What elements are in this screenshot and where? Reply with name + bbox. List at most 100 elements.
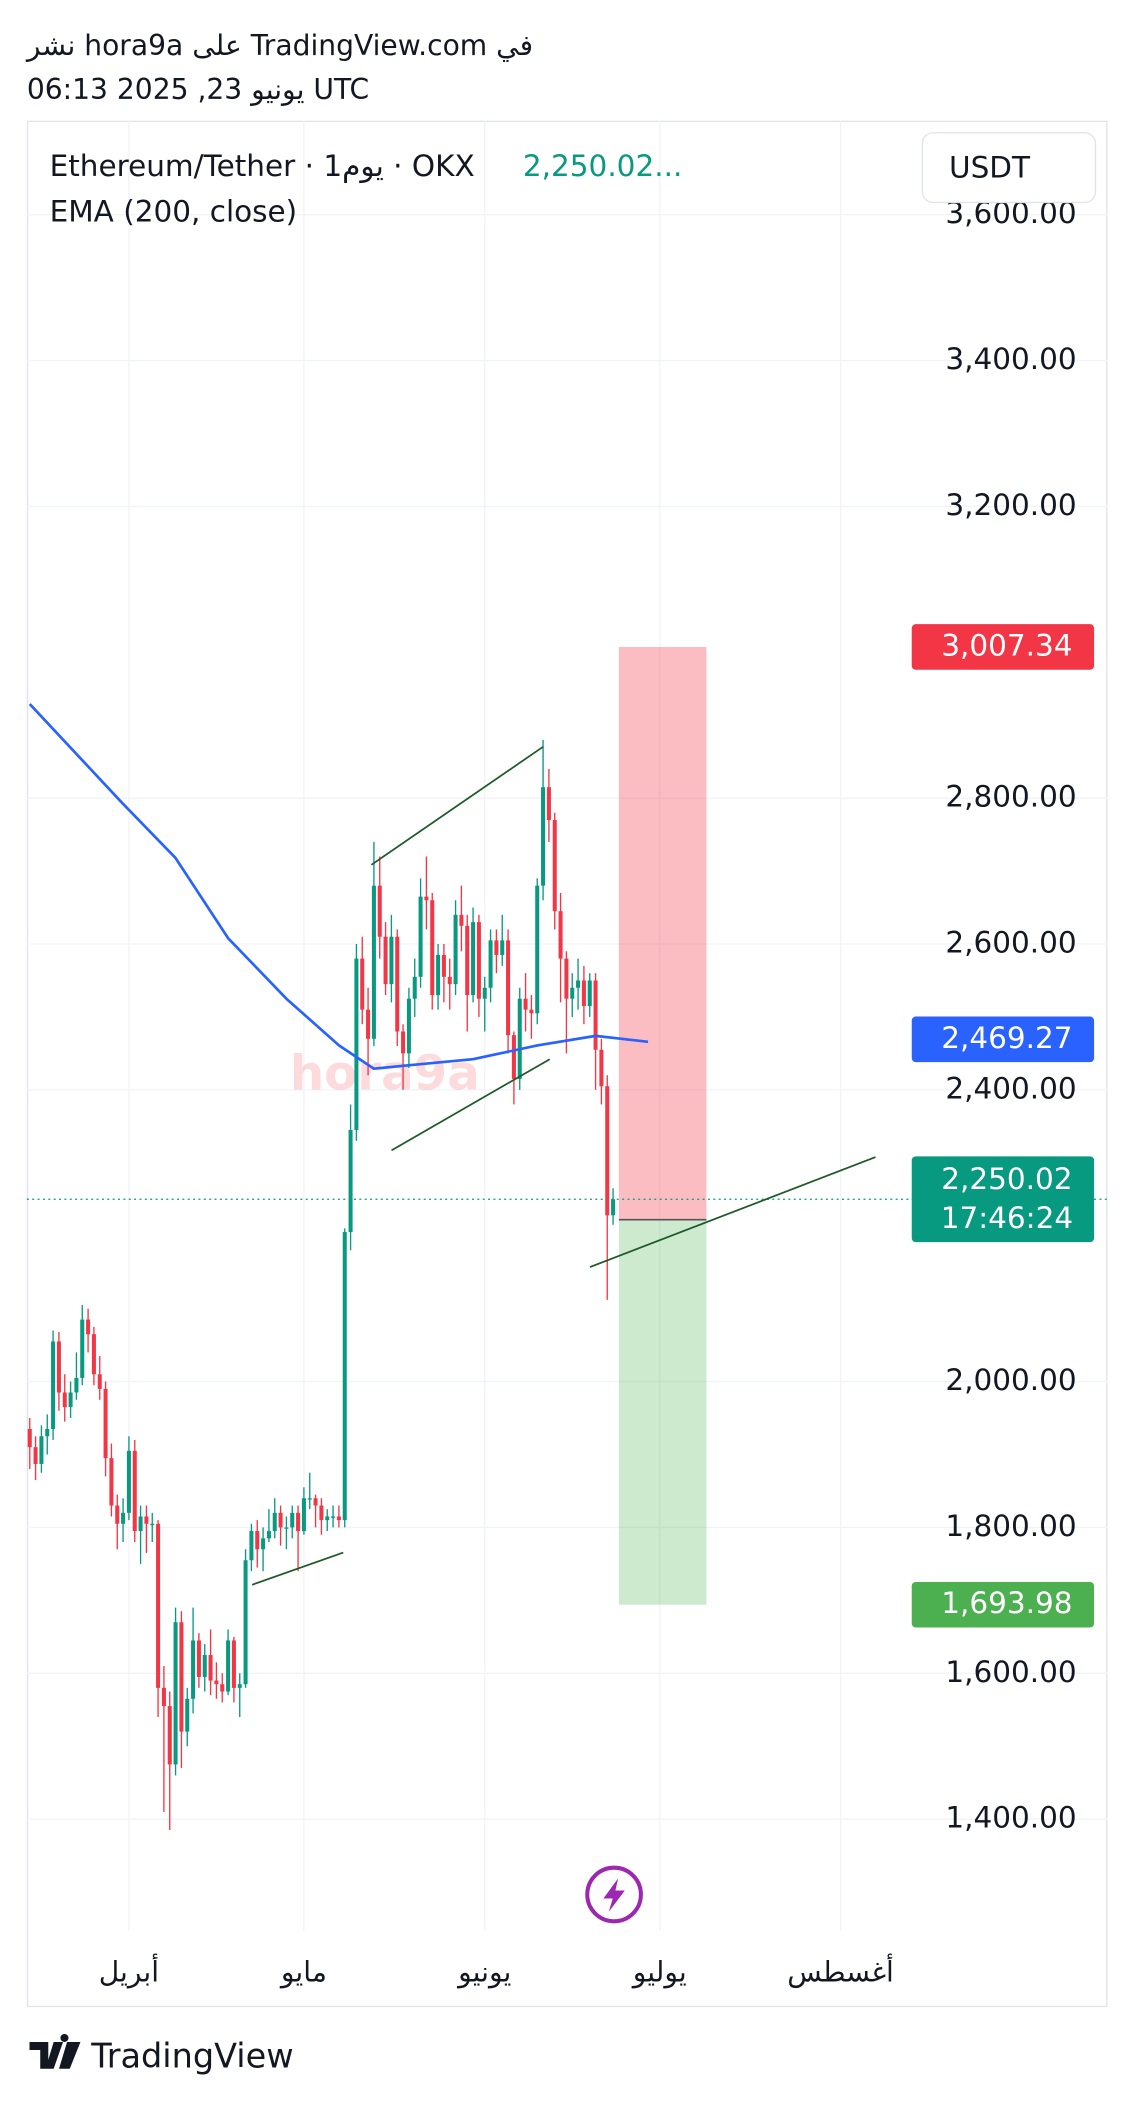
candle-body [226, 1640, 231, 1692]
candle-body [593, 980, 598, 1050]
candle-body [126, 1450, 131, 1513]
y-tick-label: 2,800.00 [945, 780, 1076, 814]
candle-body [272, 1512, 277, 1532]
candle-body [202, 1655, 207, 1677]
chart-frame [26, 120, 1108, 2008]
candle-body [360, 958, 365, 1010]
plot: hora9a [26, 646, 1108, 1831]
candle-body [506, 940, 511, 1036]
candle-body [191, 1640, 196, 1699]
candle-body [121, 1512, 126, 1524]
candle-body [476, 922, 481, 999]
candle-body [377, 885, 382, 937]
candle-body [27, 1428, 32, 1448]
candle-body [278, 1512, 283, 1528]
target-zone [618, 1219, 707, 1605]
trend-line [391, 1058, 551, 1152]
currency-button[interactable] [921, 132, 1097, 204]
candle-body [348, 1129, 353, 1233]
candle-body [535, 885, 540, 1014]
candle-body [436, 954, 441, 996]
price-tag [911, 624, 1095, 670]
candle-body [529, 1009, 534, 1014]
candle-body [488, 940, 493, 988]
x-tick-label: أغسطس [787, 1953, 894, 1989]
candle-body [220, 1684, 225, 1692]
candle-body [383, 936, 388, 985]
candle-body [406, 998, 411, 1054]
candle-body [366, 1009, 371, 1039]
candle-body [453, 914, 458, 985]
candle-body [97, 1374, 102, 1389]
candle-body [266, 1531, 271, 1539]
stop-zone [618, 646, 707, 1220]
candle-body [605, 1086, 610, 1216]
candle-body [611, 1199, 616, 1216]
candle-body [156, 1523, 161, 1688]
brand: TradingView [90, 2037, 293, 2076]
candle-body [482, 987, 487, 999]
candle-body [325, 1516, 330, 1521]
watermark: hora9a [290, 1046, 480, 1102]
candle-body [161, 1687, 166, 1707]
candle-body [39, 1436, 44, 1464]
icon-bolt[interactable] [603, 1878, 625, 1912]
symbol-title: Ethereum/Tether · 1يوم · OKX [50, 149, 475, 183]
ema-line [28, 703, 649, 1071]
candle-body [243, 1560, 248, 1685]
x-tick-label: يوليو [631, 1956, 687, 1989]
candle-body [51, 1341, 56, 1429]
candle-body [255, 1531, 260, 1550]
candle-body [284, 1527, 289, 1529]
price-tag [911, 1016, 1095, 1063]
x-tick-label: أبريل [99, 1953, 159, 1989]
price-tag-label: 1,693.98 [941, 1586, 1072, 1620]
price-tag [911, 1156, 1095, 1243]
candle-body [336, 1516, 341, 1521]
candle-body [290, 1512, 295, 1528]
y-tick-label: 1,600.00 [945, 1655, 1076, 1689]
candle-body [74, 1377, 79, 1393]
candle-body [307, 1498, 312, 1500]
candle-body [587, 980, 592, 1006]
candle-body [45, 1428, 50, 1437]
lightning-icon[interactable] [585, 1865, 643, 1924]
candle-body [424, 896, 429, 901]
candle-body [208, 1655, 213, 1681]
publish-line: نشر hora9a على TradingView.com في [25, 29, 533, 62]
candle-body [342, 1232, 347, 1521]
candle-body [395, 936, 400, 1032]
trend-line [251, 1551, 344, 1586]
candle-body [371, 885, 376, 1039]
y-tick-label: 1,800.00 [945, 1509, 1076, 1543]
candle-body [459, 914, 464, 926]
logo-mark [29, 2033, 81, 2069]
candle-body [109, 1458, 114, 1506]
trend-line [589, 1156, 876, 1268]
y-tick-label: 3,200.00 [945, 488, 1076, 522]
candle-body [430, 900, 435, 996]
candle-body [132, 1450, 137, 1532]
y-tick-label: 1,400.00 [945, 1801, 1076, 1835]
candle-body [33, 1447, 38, 1464]
candle-body [401, 1031, 406, 1054]
candle-body [144, 1516, 149, 1524]
candle-body [80, 1319, 85, 1378]
candle-body [412, 976, 417, 999]
price-tag-label: 2,469.27 [941, 1021, 1072, 1055]
x-tick-label: مايو [279, 1956, 327, 1989]
currency[interactable]: USDT [949, 150, 1031, 184]
candle-body [511, 1035, 516, 1079]
candle-body [599, 1049, 604, 1087]
y-tick-label: 2,000.00 [945, 1363, 1076, 1397]
candle-body [185, 1698, 190, 1732]
price-axis: 1,400.00 1,600.00 1,800.00 2,000.00 2,400.00… [99, 196, 1095, 1989]
candle-body [196, 1640, 201, 1677]
price-tag [911, 1581, 1095, 1628]
header-price: 2,250.02... [523, 149, 682, 183]
grid [26, 120, 1108, 1931]
candle-body [471, 922, 476, 996]
candle-body [465, 925, 470, 996]
candle-body [167, 1706, 172, 1765]
